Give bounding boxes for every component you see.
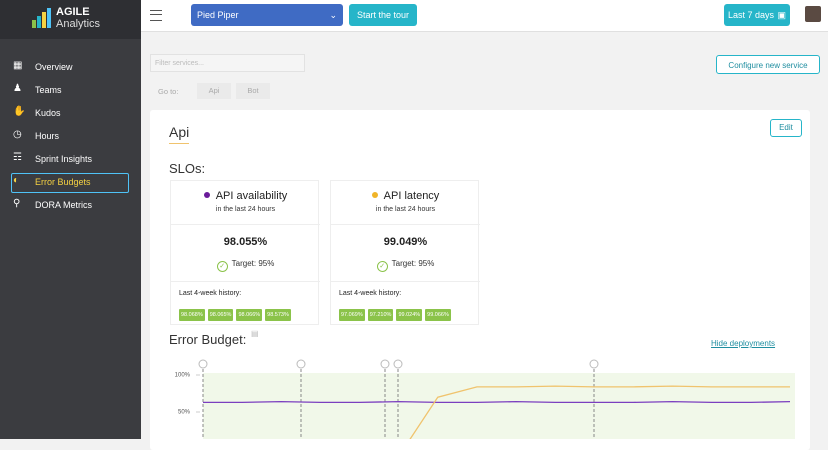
select-text: Pied Piper — [197, 10, 239, 20]
nav-item[interactable]: Error Budgets — [35, 177, 91, 187]
chevron: ⌄ — [329, 10, 337, 20]
history-row: 97.069% 97.210% 99.024% 99.066% — [339, 303, 454, 321]
error-budget-chart: 100% 50% — [175, 359, 795, 439]
configure-button[interactable]: Configure new service — [716, 55, 820, 74]
history-chip: 99.066% — [425, 309, 451, 321]
nav-item[interactable]: Teams — [35, 85, 62, 95]
history-label: Last 4-week history: — [179, 290, 242, 297]
slo-box: API availability in the last 24 hours 98.0… — [170, 180, 320, 325]
nav-icon: ◷ — [13, 129, 22, 140]
nav-item[interactable]: DORA Metrics — [35, 200, 93, 210]
logo[interactable]: AGILE Analytics — [0, 0, 141, 39]
slo-box: API latency in the last 24 hours 99.049% ✓ T… — [330, 180, 480, 325]
deployment-icons[interactable] — [198, 359, 599, 369]
slo-dot — [203, 192, 210, 198]
history-label: Last 4-week history: — [339, 290, 402, 297]
divider — [331, 281, 480, 282]
nav-icon: ▦ — [13, 60, 23, 71]
card-title: Api — [169, 124, 190, 144]
calendar-icon: ▣ — [777, 10, 786, 20]
history-chip: 97.069% — [339, 309, 365, 321]
slo-target: ✓ Target: 95% — [171, 259, 320, 272]
plot-background — [203, 373, 795, 439]
nav-item[interactable]: Overview — [35, 62, 73, 72]
slo-subtitle: in the last 24 hours — [375, 206, 436, 213]
y-tick-label: 100% — [175, 373, 191, 379]
y-tick-label: 50% — [178, 410, 191, 416]
check-icon: ✓ — [216, 261, 228, 272]
divider — [331, 224, 480, 225]
date-text: Last 7 days — [728, 10, 775, 20]
history-chip: 98.573% — [265, 309, 291, 321]
slo-dot — [371, 192, 378, 198]
history-row: 98.068% 98.065% 98.066% 98.573% — [179, 303, 294, 321]
error-budget-title: Error Budget: — [169, 332, 247, 347]
target-text: Target: 95% — [391, 259, 435, 268]
deployments — [202, 369, 595, 439]
budget-line — [203, 400, 791, 404]
target-text: Target: 95% — [231, 259, 275, 268]
slo-value: 98.055% — [223, 236, 268, 248]
avatar[interactable] — [805, 6, 821, 22]
nav-item[interactable]: Sprint Insights — [35, 154, 93, 164]
history-chip: 98.066% — [236, 309, 263, 321]
logo-text: AGILE — [56, 6, 90, 18]
nav-icon: ☶ — [13, 152, 22, 163]
history-chip: 97.210% — [367, 309, 394, 321]
history-chip: 98.068% — [179, 309, 205, 321]
nav-item[interactable]: Kudos — [35, 108, 61, 118]
sidebar — [0, 0, 141, 439]
goto-link[interactable]: Bot — [236, 83, 270, 99]
nav-icon: ✋ — [13, 106, 26, 117]
slo-name: API latency — [331, 190, 480, 202]
goto-link[interactable]: Api — [197, 83, 231, 99]
service-select[interactable]: Pied Piper ⌄ — [191, 4, 343, 26]
slo-name: API availability — [171, 190, 320, 202]
nav-icon: ♟ — [13, 83, 22, 94]
logo-text: Analytics — [56, 18, 101, 30]
slo-value: 99.049% — [383, 236, 428, 248]
date-button[interactable]: Last 7 days ▣ — [724, 4, 790, 26]
edit-button[interactable]: Edit — [770, 119, 802, 137]
logo-icon — [32, 8, 51, 28]
budget-line — [409, 385, 790, 439]
nav-icon: ◐ — [13, 175, 20, 186]
divider — [171, 281, 320, 282]
slo-subtitle: in the last 24 hours — [215, 206, 276, 213]
menu-icon[interactable] — [150, 10, 162, 21]
slo-target: ✓ Target: 95% — [331, 259, 480, 272]
doc-icon[interactable]: ▤ — [251, 329, 259, 338]
history-chip: 98.065% — [207, 309, 234, 321]
active-highlight — [11, 173, 129, 193]
nav-icon: ⚲ — [13, 198, 21, 209]
divider — [171, 224, 320, 225]
nav-item[interactable]: Hours — [35, 131, 60, 141]
history-chip: 99.024% — [396, 309, 423, 321]
slos-heading: SLOs: — [169, 161, 206, 176]
slo-name-text: API latency — [383, 190, 440, 202]
check-icon: ✓ — [376, 261, 388, 272]
goto-label: Go to: — [158, 87, 179, 96]
filter-input[interactable]: Filter services... — [150, 54, 305, 72]
tour-button[interactable]: Start the tour — [349, 4, 417, 26]
hide-deployments-link[interactable]: Hide deployments — [711, 339, 776, 348]
slo-name-text: API availability — [215, 190, 288, 202]
